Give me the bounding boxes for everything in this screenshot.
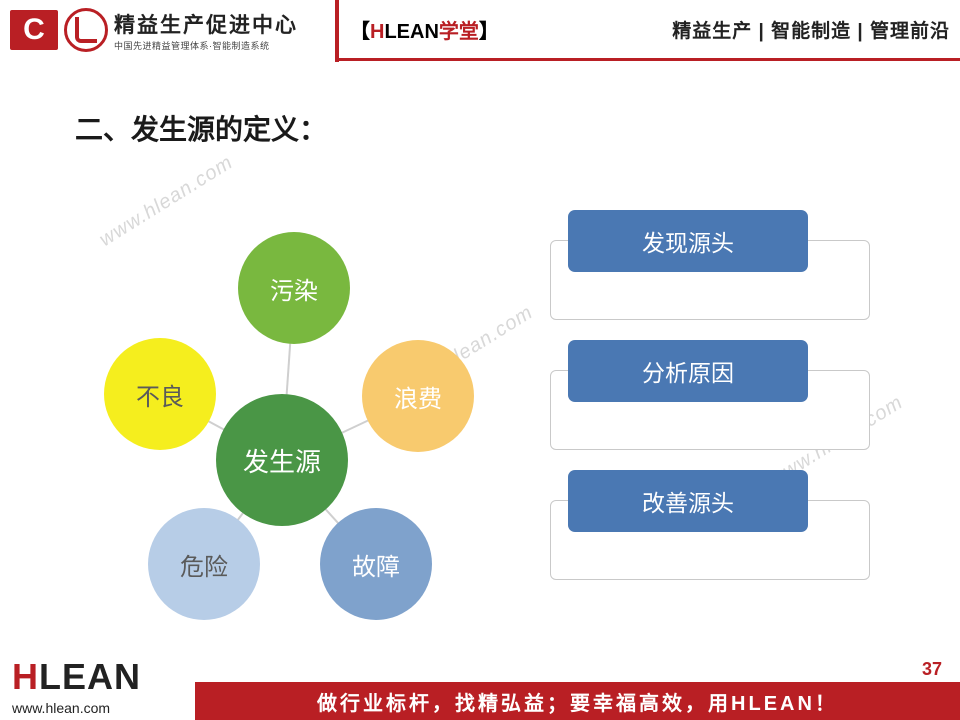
slide-content: 二、发生源的定义： www.hlean.com www.hlean.com ww… <box>0 60 960 640</box>
header-topics: 精益生产 | 智能制造 | 管理前沿 <box>672 16 950 43</box>
header-right: 【HLEAN学堂】 精益生产 | 智能制造 | 管理前沿 <box>350 0 950 58</box>
logo-main-text: 精益生产促进中心 <box>114 9 298 39</box>
footer-url: www.hlean.com <box>12 700 110 716</box>
footer-slogan-bar: 做行业标杆，找精弘益；要幸福高效，用HLEAN！ <box>195 682 960 720</box>
radial-diagram: 污染浪费故障危险不良发生源 <box>60 210 460 610</box>
radial-hub: 发生源 <box>216 394 348 526</box>
radial-spoke: 危险 <box>148 508 260 620</box>
footer-logo-rest: LEAN <box>39 656 141 697</box>
page-number: 37 <box>922 659 942 680</box>
step-box: 发现源头 <box>568 210 808 272</box>
logo-c-mark: C <box>10 10 58 50</box>
bracket-close: 】 <box>479 21 499 43</box>
step-box: 分析原因 <box>568 340 808 402</box>
step-group: 改善源头 <box>550 470 880 590</box>
step-group: 发现源头 <box>550 210 880 330</box>
logo-sub-text: 中国先进精益管理体系·智能制造系统 <box>114 39 298 52</box>
radial-spoke: 浪费 <box>362 340 474 452</box>
header-divider <box>335 0 339 62</box>
brand-tag: 【HLEAN学堂】 <box>350 15 499 44</box>
step-box: 改善源头 <box>568 470 808 532</box>
logo-area: C 精益生产促进中心 中国先进精益管理体系·智能制造系统 <box>0 0 335 60</box>
logo-text: 精益生产促进中心 中国先进精益管理体系·智能制造系统 <box>114 9 298 52</box>
step-group: 分析原因 <box>550 340 880 460</box>
radial-spoke: 不良 <box>104 338 216 450</box>
footer-logo: HLEAN <box>12 656 141 698</box>
logo-l-mark <box>64 8 108 52</box>
brand-h: H <box>370 21 384 43</box>
radial-spoke: 故障 <box>320 508 432 620</box>
bracket-open: 【 <box>350 21 370 43</box>
footer-slogan: 做行业标杆，找精弘益；要幸福高效，用HLEAN！ <box>317 687 838 716</box>
brand-cn: 学堂 <box>439 21 479 43</box>
slide-footer: HLEAN www.hlean.com 37 做行业标杆，找精弘益；要幸福高效，… <box>0 640 960 720</box>
footer-logo-h: H <box>12 656 39 697</box>
steps-list: 发现源头分析原因改善源头 <box>550 210 880 600</box>
section-title: 二、发生源的定义： <box>75 108 327 148</box>
radial-spoke: 污染 <box>238 232 350 344</box>
brand-lean: LEAN <box>384 21 438 43</box>
slide-header: C 精益生产促进中心 中国先进精益管理体系·智能制造系统 【HLEAN学堂】 精… <box>0 0 960 60</box>
